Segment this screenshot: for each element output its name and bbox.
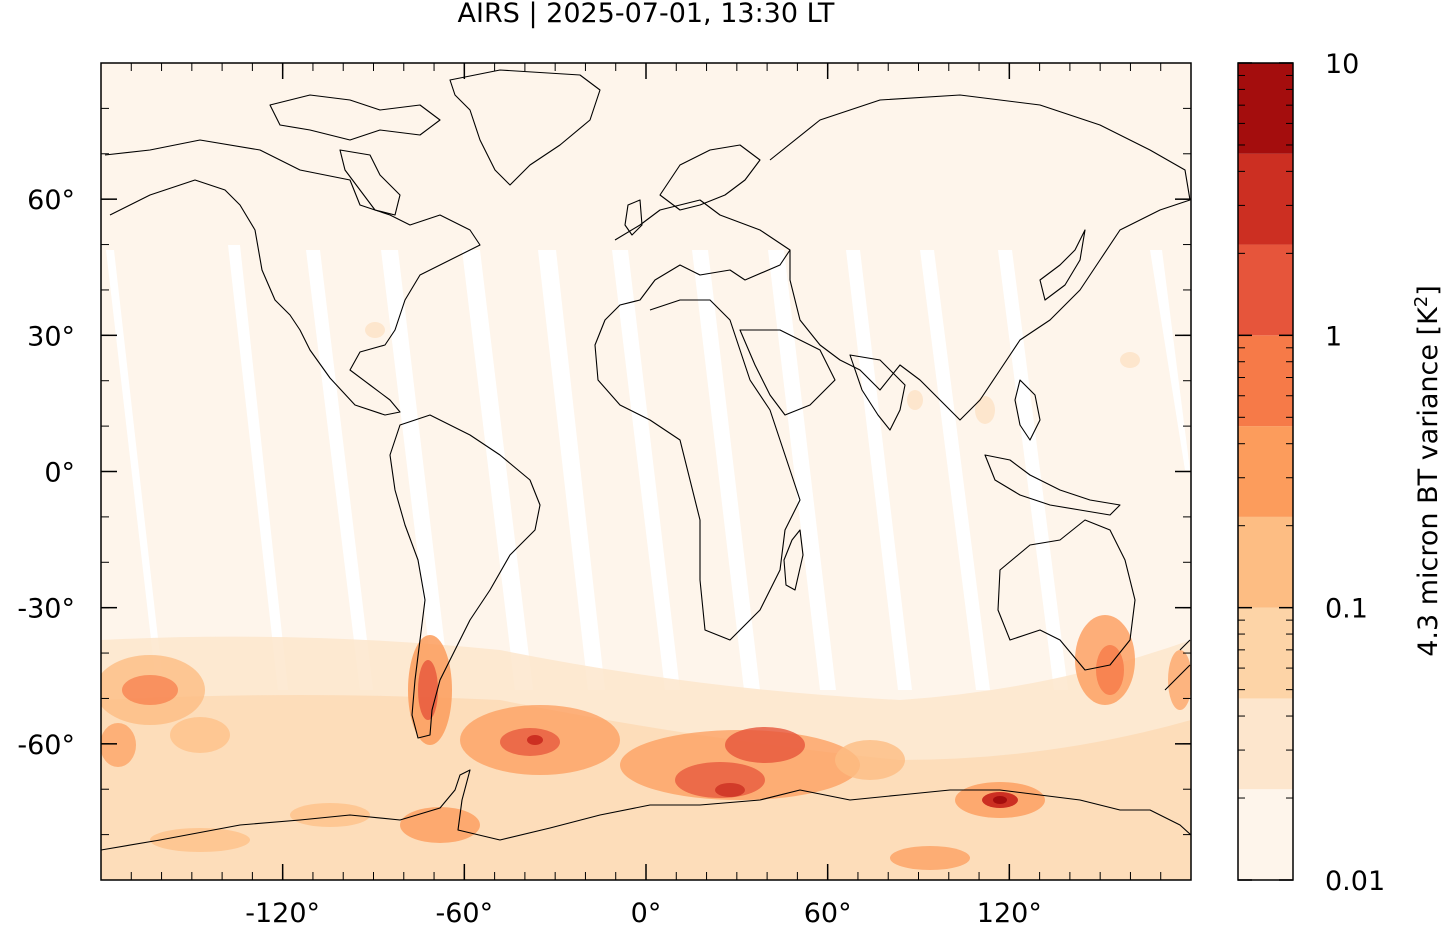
map-panel: -120° -60° 0° 60° 120° 60° 30° 0° -30° -60°	[17, 62, 1192, 929]
colorbar-band	[1238, 335, 1293, 427]
colorbar-band	[1238, 153, 1293, 245]
colorbar-tick-label: 0.1	[1325, 594, 1368, 625]
colorbar-band	[1238, 244, 1293, 336]
colorbar-tick-label: 10	[1325, 49, 1359, 80]
colorbar-band	[1238, 426, 1293, 517]
x-tick-label: -120°	[245, 898, 320, 929]
colorbar-tick-label: 0.01	[1325, 866, 1385, 897]
colorbar-ticks: 10 1 0.1 0.01	[1238, 49, 1385, 897]
colorbar: 10 1 0.1 0.01 4.3 micron BT variance [K2]	[1237, 49, 1442, 897]
x-tick-label: 0°	[631, 898, 662, 929]
colorbar-label: 4.3 micron BT variance [K2]	[1411, 285, 1442, 657]
y-axis: 60° 30° 0° -30° -60°	[17, 185, 1191, 761]
colorbar-bands	[1238, 63, 1293, 880]
x-axis: -120° -60° 0° 60° 120°	[245, 63, 1042, 929]
colorbar-band	[1238, 63, 1293, 154]
y-tick-label: -60°	[17, 730, 75, 761]
y-tick-label: -30°	[17, 594, 75, 625]
variance-field	[101, 322, 1191, 880]
y-tick-label: 60°	[27, 185, 75, 216]
x-tick-label: -60°	[436, 898, 494, 929]
orbit-gaps	[106, 245, 1190, 700]
colorbar-band	[1238, 789, 1293, 880]
y-tick-label: 30°	[27, 321, 75, 352]
x-tick-label: 120°	[977, 898, 1042, 929]
y-tick-label: 0°	[44, 458, 75, 489]
colorbar-tick-label: 1	[1325, 321, 1342, 352]
colorbar-band	[1238, 516, 1293, 608]
colorbar-band	[1238, 698, 1293, 790]
map-title: AIRS | 2025-07-01, 13:30 LT	[458, 0, 835, 29]
x-tick-label: 60°	[804, 898, 852, 929]
colorbar-frame	[1237, 62, 1294, 881]
colorbar-band	[1238, 607, 1293, 699]
coastlines	[101, 69, 1191, 851]
